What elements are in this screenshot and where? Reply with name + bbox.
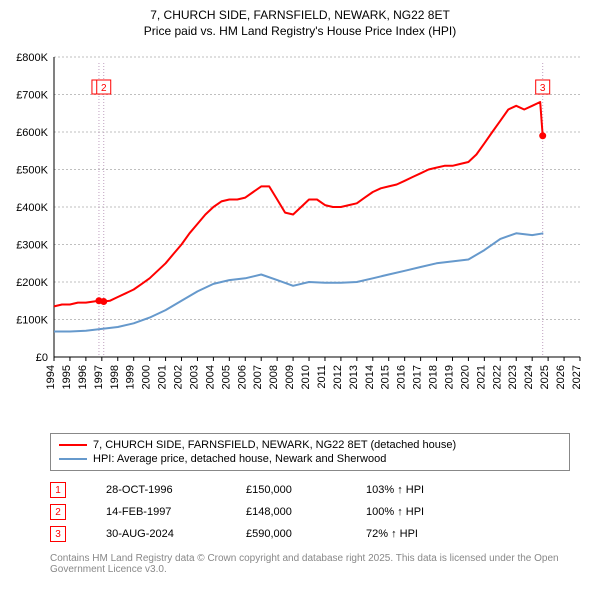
svg-text:1998: 1998 [109,365,121,389]
svg-text:1995: 1995 [61,365,73,389]
svg-text:3: 3 [540,83,546,94]
footnote: Contains HM Land Registry data © Crown c… [50,553,570,575]
legend-label: 7, CHURCH SIDE, FARNSFIELD, NEWARK, NG22… [93,439,456,451]
transaction-row: 1 28-OCT-1996 £150,000 103% ↑ HPI [50,479,570,501]
svg-text:2024: 2024 [523,365,535,389]
svg-text:2011: 2011 [316,365,328,389]
svg-text:2007: 2007 [252,365,264,389]
transaction-date: 14-FEB-1997 [106,506,206,518]
svg-text:2006: 2006 [236,365,248,389]
svg-text:2018: 2018 [428,365,440,389]
svg-text:2003: 2003 [188,365,200,389]
transaction-marker: 2 [50,504,66,520]
title-line-2: Price paid vs. HM Land Registry's House … [10,24,590,40]
svg-text:£700K: £700K [16,90,48,102]
svg-text:£800K: £800K [16,52,48,64]
svg-text:1996: 1996 [77,365,89,389]
svg-text:2010: 2010 [300,365,312,389]
legend-swatch [59,458,87,460]
legend-swatch [59,444,87,446]
legend-label: HPI: Average price, detached house, Newa… [93,453,386,465]
svg-text:£500K: £500K [16,165,48,177]
price-chart: £0 £100K £200K £300K £400K £500K £600K £700K £80… [10,47,590,427]
title-line-1: 7, CHURCH SIDE, FARNSFIELD, NEWARK, NG22… [10,8,590,24]
svg-text:2023: 2023 [507,365,519,389]
transaction-price: £590,000 [246,528,326,540]
legend: 7, CHURCH SIDE, FARNSFIELD, NEWARK, NG22… [50,433,570,471]
svg-text:2000: 2000 [141,365,153,389]
transaction-hpi: 103% ↑ HPI [366,484,424,496]
svg-text:2014: 2014 [364,365,376,389]
svg-text:2012: 2012 [332,365,344,389]
svg-text:2026: 2026 [555,365,567,389]
transaction-hpi: 100% ↑ HPI [366,506,424,518]
legend-row: HPI: Average price, detached house, Newa… [59,452,561,466]
svg-text:1999: 1999 [125,365,137,389]
transaction-date: 28-OCT-1996 [106,484,206,496]
transaction-hpi: 72% ↑ HPI [366,528,418,540]
transaction-table: 1 28-OCT-1996 £150,000 103% ↑ HPI 2 14-FEB-19… [50,479,570,545]
svg-text:2001: 2001 [157,365,169,389]
svg-text:2017: 2017 [412,365,424,389]
svg-text:1997: 1997 [93,365,105,389]
svg-text:2019: 2019 [443,365,455,389]
svg-text:2021: 2021 [475,365,487,389]
svg-text:2022: 2022 [491,365,503,389]
transaction-marker: 3 [50,526,66,542]
svg-text:2: 2 [101,83,107,94]
transaction-price: £150,000 [246,484,326,496]
svg-text:2004: 2004 [204,365,216,389]
svg-text:£600K: £600K [16,127,48,139]
svg-text:£200K: £200K [16,277,48,289]
svg-text:2025: 2025 [539,365,551,389]
svg-text:£400K: £400K [16,202,48,214]
svg-text:£0: £0 [36,352,48,364]
chart-svg: £0 £100K £200K £300K £400K £500K £600K £700K £80… [10,47,590,427]
svg-text:2016: 2016 [396,365,408,389]
svg-text:2027: 2027 [571,365,583,389]
legend-row: 7, CHURCH SIDE, FARNSFIELD, NEWARK, NG22… [59,438,561,452]
transaction-row: 2 14-FEB-1997 £148,000 100% ↑ HPI [50,501,570,523]
svg-text:£300K: £300K [16,240,48,252]
svg-text:2005: 2005 [220,365,232,389]
transaction-date: 30-AUG-2024 [106,528,206,540]
svg-text:2013: 2013 [348,365,360,389]
svg-text:2008: 2008 [268,365,280,389]
svg-text:2015: 2015 [380,365,392,389]
transaction-price: £148,000 [246,506,326,518]
transaction-row: 3 30-AUG-2024 £590,000 72% ↑ HPI [50,523,570,545]
svg-text:2002: 2002 [173,365,185,389]
svg-text:2020: 2020 [459,365,471,389]
svg-text:2009: 2009 [284,365,296,389]
svg-text:1994: 1994 [45,365,57,389]
transaction-marker: 1 [50,482,66,498]
svg-text:£100K: £100K [16,315,48,327]
